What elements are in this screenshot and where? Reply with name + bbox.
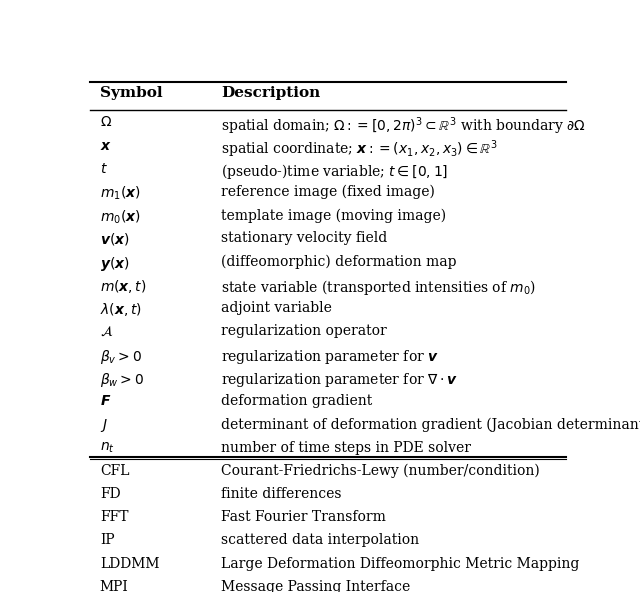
Text: $m(\boldsymbol{x},t)$: $m(\boldsymbol{x},t)$ <box>100 278 147 295</box>
Text: reference image (fixed image): reference image (fixed image) <box>221 185 435 200</box>
Text: (pseudo-)time variable; $t \in [0,1]$: (pseudo-)time variable; $t \in [0,1]$ <box>221 162 449 181</box>
Text: state variable (transported intensities of $m_0$): state variable (transported intensities … <box>221 278 536 297</box>
Text: regularization parameter for $\nabla \cdot \boldsymbol{v}$: regularization parameter for $\nabla \cd… <box>221 371 458 389</box>
Text: MPI: MPI <box>100 580 129 592</box>
Text: $\beta_w > 0$: $\beta_w > 0$ <box>100 371 144 389</box>
Text: Fast Fourier Transform: Fast Fourier Transform <box>221 510 386 524</box>
Text: IP: IP <box>100 533 115 547</box>
Text: deformation gradient: deformation gradient <box>221 394 372 408</box>
Text: regularization parameter for $\boldsymbol{v}$: regularization parameter for $\boldsymbo… <box>221 348 439 366</box>
Text: $J$: $J$ <box>100 417 108 435</box>
Text: Symbol: Symbol <box>100 86 163 100</box>
Text: Large Deformation Diffeomorphic Metric Mapping: Large Deformation Diffeomorphic Metric M… <box>221 556 580 571</box>
Text: regularization operator: regularization operator <box>221 324 387 339</box>
Text: $\boldsymbol{v}(\boldsymbol{x})$: $\boldsymbol{v}(\boldsymbol{x})$ <box>100 231 129 247</box>
Text: $\mathcal{A}$: $\mathcal{A}$ <box>100 324 113 339</box>
Text: stationary velocity field: stationary velocity field <box>221 231 388 246</box>
Text: Message Passing Interface: Message Passing Interface <box>221 580 411 592</box>
Text: CFL: CFL <box>100 464 129 478</box>
Text: adjoint variable: adjoint variable <box>221 301 332 315</box>
Text: $\boldsymbol{x}$: $\boldsymbol{x}$ <box>100 139 112 153</box>
Text: scattered data interpolation: scattered data interpolation <box>221 533 419 547</box>
Text: $\boldsymbol{F}$: $\boldsymbol{F}$ <box>100 394 111 408</box>
Text: FFT: FFT <box>100 510 129 524</box>
Text: FD: FD <box>100 487 120 501</box>
Text: $t$: $t$ <box>100 162 108 176</box>
Text: determinant of deformation gradient (Jacobian determinant): determinant of deformation gradient (Jac… <box>221 417 640 432</box>
Text: spatial coordinate; $\boldsymbol{x} := (x_1, x_2, x_3) \in \mathbb{R}^3$: spatial coordinate; $\boldsymbol{x} := (… <box>221 139 498 160</box>
Text: (diffeomorphic) deformation map: (diffeomorphic) deformation map <box>221 255 457 269</box>
Text: $m_1(\boldsymbol{x})$: $m_1(\boldsymbol{x})$ <box>100 185 141 202</box>
Text: Courant-Friedrichs-Lewy (number/condition): Courant-Friedrichs-Lewy (number/conditio… <box>221 464 540 478</box>
Text: spatial domain; $\Omega := [0,2\pi)^3 \subset \mathbb{R}^3$ with boundary $\part: spatial domain; $\Omega := [0,2\pi)^3 \s… <box>221 115 586 137</box>
Text: $n_t$: $n_t$ <box>100 440 115 455</box>
Text: Description: Description <box>221 86 321 100</box>
Text: number of time steps in PDE solver: number of time steps in PDE solver <box>221 440 471 455</box>
Text: template image (moving image): template image (moving image) <box>221 208 447 223</box>
Text: $\boldsymbol{y}(\boldsymbol{x})$: $\boldsymbol{y}(\boldsymbol{x})$ <box>100 255 129 273</box>
Text: $\lambda(\boldsymbol{x},t)$: $\lambda(\boldsymbol{x},t)$ <box>100 301 142 318</box>
Text: LDDMM: LDDMM <box>100 556 159 571</box>
Text: $m_0(\boldsymbol{x})$: $m_0(\boldsymbol{x})$ <box>100 208 141 226</box>
Text: finite differences: finite differences <box>221 487 342 501</box>
Text: $\Omega$: $\Omega$ <box>100 115 112 129</box>
Text: $\beta_v > 0$: $\beta_v > 0$ <box>100 348 141 366</box>
